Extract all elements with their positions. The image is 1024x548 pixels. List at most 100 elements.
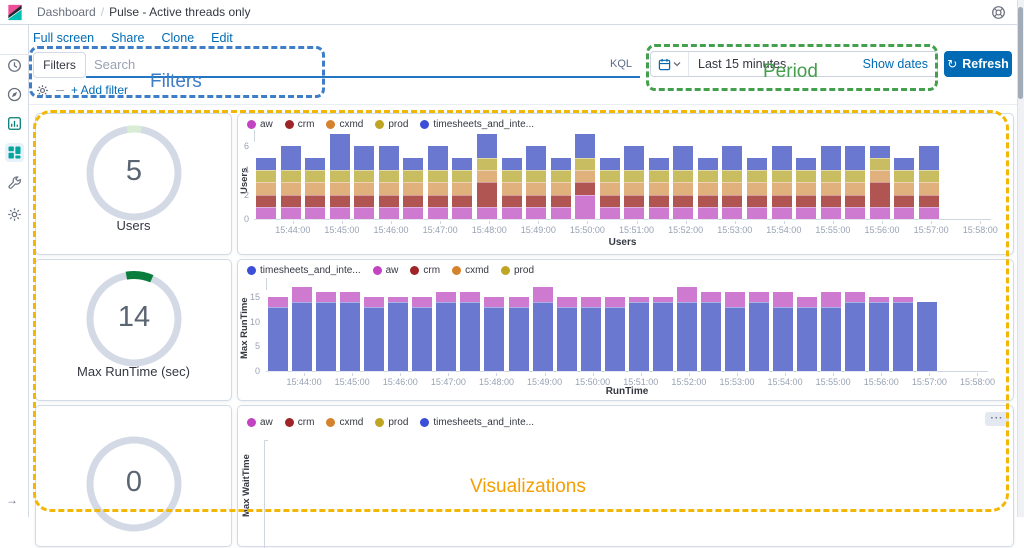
bar-segment-prod[interactable] [697,170,718,183]
bar-segment-aw[interactable] [340,292,361,302]
bar-segment-prod[interactable] [771,170,792,183]
legend-item-timesheets_and_inte...[interactable]: timesheets_and_inte... [247,265,361,276]
bar-segment-aw[interactable] [628,297,649,302]
bar-segment-aw[interactable] [501,206,522,219]
breadcrumb-dashboard-link[interactable]: Dashboard [37,5,96,19]
bar-segment-cxmd[interactable] [280,182,301,195]
bar-segment-crm[interactable] [820,194,841,207]
bar-segment-aw[interactable] [918,206,939,219]
bar-segment-aw[interactable] [624,206,645,219]
bar-segment-cxmd[interactable] [820,182,841,195]
bar-segment-timesheets_and_inte...[interactable] [550,158,571,171]
share-button[interactable]: Share [111,31,145,45]
add-filter-button[interactable]: + Add filter [71,83,129,97]
bar-segment-timesheets_and_inte...[interactable] [821,306,842,371]
bar-segment-aw[interactable] [893,297,914,302]
bar-segment-cxmd[interactable] [329,182,350,195]
bar-segment-timesheets_and_inte...[interactable] [484,306,505,371]
bar-segment-prod[interactable] [918,170,939,183]
filter-settings-gear-icon[interactable] [36,84,49,97]
bar-segment-aw[interactable] [700,292,721,302]
bar-segment-cxmd[interactable] [550,182,571,195]
bar-segment-cxmd[interactable] [476,170,497,183]
bar-segment-aw[interactable] [427,206,448,219]
bar-segment-aw[interactable] [550,206,571,219]
bar-segment-crm[interactable] [918,194,939,207]
bar-segment-cxmd[interactable] [501,182,522,195]
bar-segment-aw[interactable] [256,206,276,219]
bar-segment-cxmd[interactable] [869,170,890,183]
bar-segment-timesheets_and_inte...[interactable] [749,301,769,371]
discover-compass-icon[interactable] [5,85,24,104]
bar-segment-prod[interactable] [501,170,522,183]
bar-segment-crm[interactable] [256,194,276,207]
legend-item-prod[interactable]: prod [501,265,534,276]
bar-segment-aw[interactable] [532,287,553,302]
bar-segment-aw[interactable] [821,292,842,307]
bar-segment-timesheets_and_inte...[interactable] [460,301,481,371]
bar-segment-aw[interactable] [280,206,301,219]
legend-item-aw[interactable]: aw [247,417,273,428]
bar-segment-crm[interactable] [673,194,694,207]
bar-segment-crm[interactable] [869,182,890,207]
bar-segment-timesheets_and_inte...[interactable] [388,301,409,371]
bar-segment-timesheets_and_inte...[interactable] [532,301,553,371]
bar-segment-aw[interactable] [436,292,457,302]
bar-segment-timesheets_and_inte...[interactable] [476,133,497,158]
bar-segment-cxmd[interactable] [403,182,424,195]
bar-segment-crm[interactable] [305,194,326,207]
bar-segment-aw[interactable] [388,297,409,302]
bar-segment-timesheets_and_inte...[interactable] [771,145,792,171]
bar-segment-aw[interactable] [869,297,890,302]
bar-segment-crm[interactable] [575,182,596,195]
bar-segment-timesheets_and_inte...[interactable] [869,145,890,158]
bar-segment-cxmd[interactable] [526,182,547,195]
filters-dropdown-button[interactable]: Filters [33,52,86,78]
bar-segment-aw[interactable] [412,297,433,307]
bar-segment-crm[interactable] [599,194,620,207]
bar-segment-cxmd[interactable] [673,182,694,195]
legend-item-timesheets_and_inte...[interactable]: timesheets_and_inte... [420,119,534,130]
bar-segment-cxmd[interactable] [256,182,276,195]
recent-clock-icon[interactable] [5,56,24,75]
visualize-chart-icon[interactable] [5,114,24,133]
bar-segment-timesheets_and_inte...[interactable] [599,158,620,171]
bar-segment-aw[interactable] [845,206,866,219]
bar-segment-timesheets_and_inte...[interactable] [378,145,399,171]
bar-segment-aw[interactable] [354,206,375,219]
bar-segment-prod[interactable] [280,170,301,183]
bar-segment-crm[interactable] [771,194,792,207]
bar-segment-aw[interactable] [697,206,718,219]
bar-segment-cxmd[interactable] [747,182,767,195]
legend-item-crm[interactable]: crm [284,119,314,130]
bar-segment-crm[interactable] [747,194,767,207]
bar-segment-aw[interactable] [676,287,697,302]
bar-segment-aw[interactable] [364,297,385,307]
dev-tools-wrench-icon[interactable] [5,173,24,192]
bar-segment-crm[interactable] [894,194,915,207]
bar-segment-prod[interactable] [452,170,473,183]
legend-item-timesheets_and_inte...[interactable]: timesheets_and_inte... [420,417,534,428]
bar-segment-prod[interactable] [722,170,743,183]
bar-segment-aw[interactable] [403,206,424,219]
sidebar-collapse-arrow-icon[interactable]: → [6,493,18,507]
kibana-logo[interactable] [5,3,25,22]
bar-segment-timesheets_and_inte...[interactable] [724,306,745,371]
bar-segment-timesheets_and_inte...[interactable] [604,306,625,371]
bar-segment-prod[interactable] [747,170,767,183]
bar-segment-timesheets_and_inte...[interactable] [305,158,326,171]
bar-segment-timesheets_and_inte...[interactable] [628,301,649,371]
bar-segment-aw[interactable] [316,292,337,302]
bar-segment-aw[interactable] [747,206,767,219]
bar-segment-timesheets_and_inte...[interactable] [747,158,767,171]
bar-segment-aw[interactable] [460,292,481,302]
bar-segment-timesheets_and_inte...[interactable] [256,158,276,171]
bar-segment-prod[interactable] [403,170,424,183]
bar-segment-aw[interactable] [820,206,841,219]
bar-segment-cxmd[interactable] [354,182,375,195]
search-input[interactable] [86,56,602,72]
bar-segment-prod[interactable] [305,170,326,183]
clone-button[interactable]: Clone [161,31,195,45]
bar-segment-timesheets_and_inte...[interactable] [501,158,522,171]
bar-segment-cxmd[interactable] [845,182,866,195]
